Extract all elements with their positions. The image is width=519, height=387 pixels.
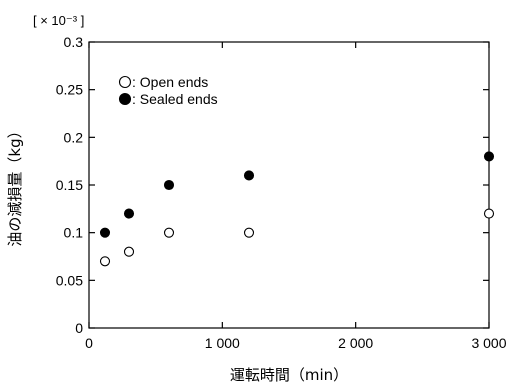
x-tick-label: 3 000 — [471, 335, 506, 351]
y-axis-ticks: 0 0.05 0.1 0.15 0.2 0.25 0.3 — [56, 34, 489, 336]
open-ends-point — [99, 256, 111, 267]
open-ends-point — [163, 227, 175, 238]
y-tick-label: 0.2 — [64, 129, 84, 145]
sealed-ends-point — [99, 227, 111, 238]
legend-entry-label: : Sealed ends — [132, 91, 218, 107]
y-axis-multiplier-label: [ × 10⁻³ ] — [33, 13, 84, 28]
sealed-ends-point — [243, 170, 255, 181]
y-tick-label: 0.1 — [64, 225, 84, 241]
x-tick-label: 1 000 — [205, 335, 240, 351]
open-ends-point — [243, 227, 255, 238]
y-tick-label: 0.3 — [64, 34, 84, 50]
legend-entry-label: : Open ends — [132, 74, 208, 90]
legend: : Open ends: Sealed ends — [118, 74, 218, 107]
x-tick-label: 2 000 — [338, 335, 373, 351]
open-ends-point — [483, 208, 495, 219]
sealed-ends-point — [163, 179, 175, 191]
y-axis-title: 油の減損量（kg） — [6, 123, 24, 246]
data-points — [99, 151, 495, 267]
x-axis-ticks: 0 1 000 2 000 3 000 — [85, 42, 507, 351]
sealed-ends-point — [123, 208, 135, 219]
legend-sealed-ends-marker — [118, 92, 132, 106]
x-axis-title: 運転時間（min） — [230, 366, 348, 384]
y-tick-label: 0.15 — [56, 177, 83, 193]
y-tick-label: 0.05 — [56, 272, 83, 288]
x-tick-label: 0 — [85, 335, 93, 351]
y-tick-label: 0.25 — [56, 82, 83, 98]
legend-open-ends-marker — [118, 75, 132, 89]
y-tick-label: 0 — [75, 320, 83, 336]
sealed-ends-point — [483, 151, 495, 162]
open-ends-point — [123, 246, 135, 257]
